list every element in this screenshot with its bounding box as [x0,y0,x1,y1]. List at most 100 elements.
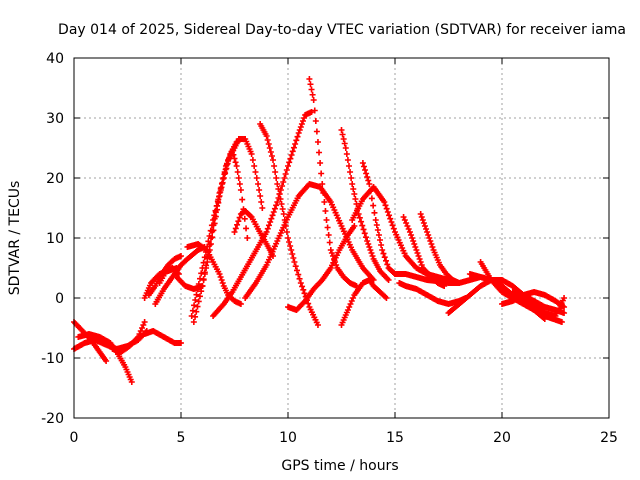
data-point [421,223,428,229]
data-point [278,201,285,207]
data-point [408,232,415,238]
data-point [286,159,293,166]
data-point [193,308,200,315]
data-point [212,213,219,220]
data-point [234,221,241,228]
data-point [141,319,148,325]
data-point [317,160,324,166]
data-point [333,262,340,268]
data-point [196,293,203,300]
data-point [194,303,201,310]
data-point [341,140,348,147]
data-point [321,199,328,205]
data-point [267,219,274,225]
data-point [178,253,184,259]
data-point [295,271,302,278]
data-point [195,281,202,287]
data-point [306,76,313,82]
data-point [233,163,240,169]
data-point [441,283,448,289]
data-point [297,124,304,130]
data-point [103,358,110,364]
data-point [251,163,258,169]
data-point [360,226,367,233]
data-point [253,175,260,181]
data-point [271,163,278,169]
x-tick-label: 0 [70,430,79,446]
data-point [561,304,568,310]
data-point [384,209,391,215]
data-point [424,229,431,235]
series-track-10 [156,265,182,286]
data-point [301,115,308,121]
series-track-20 [306,76,360,289]
data-point [237,187,244,193]
data-point [332,259,339,265]
data-point [324,224,331,231]
y-tick-label: 20 [46,171,64,187]
data-point [267,149,274,155]
data-point [287,155,294,162]
data-point [300,286,307,293]
data-point [279,206,286,212]
series-track-14 [199,148,251,289]
data-point [215,199,222,206]
data-point [290,144,297,151]
x-tick-label: 10 [279,430,297,446]
data-point [211,220,218,227]
data-point [293,267,300,274]
y-tick-label: -10 [41,351,64,367]
data-point [273,202,280,209]
data-point [275,186,282,192]
series-track-22 [338,127,392,283]
data-point [352,196,359,202]
data-point [288,152,295,158]
data-point [285,163,291,169]
data-point [409,235,416,241]
data-point [319,181,326,187]
data-point [286,239,293,245]
data-point [456,280,463,286]
data-point [270,209,277,215]
data-point [418,262,425,268]
data-point [192,297,199,303]
data-point [326,239,333,246]
data-point [329,253,336,259]
data-point [276,191,283,197]
data-point [428,241,435,247]
series-track-8 [152,244,208,307]
data-point [230,151,237,158]
data-point [299,283,306,290]
data-point [390,225,397,232]
data-point [292,141,299,147]
data-point [236,181,243,187]
data-point [345,163,352,169]
data-point [209,234,216,241]
data-point [210,227,217,234]
x-axis-label: GPS time / hours [281,458,398,474]
data-point [375,232,382,238]
data-point [382,202,389,209]
data-point [234,169,241,175]
data-point [214,206,221,213]
data-point [558,319,565,325]
data-point [363,170,370,177]
data-point [310,97,317,103]
y-tick-label: 10 [46,231,64,247]
data-point [270,157,277,163]
data-point [285,235,291,241]
data-point [327,247,334,253]
data-point [128,379,135,385]
data-point [296,127,303,133]
data-point [420,220,427,226]
data-point [280,211,287,217]
data-points [71,76,568,385]
data-point [272,169,279,175]
data-point [368,195,375,202]
data-point [429,244,436,250]
data-point [263,229,270,235]
data-point [312,118,319,124]
data-point [369,253,376,259]
data-point [257,193,264,199]
